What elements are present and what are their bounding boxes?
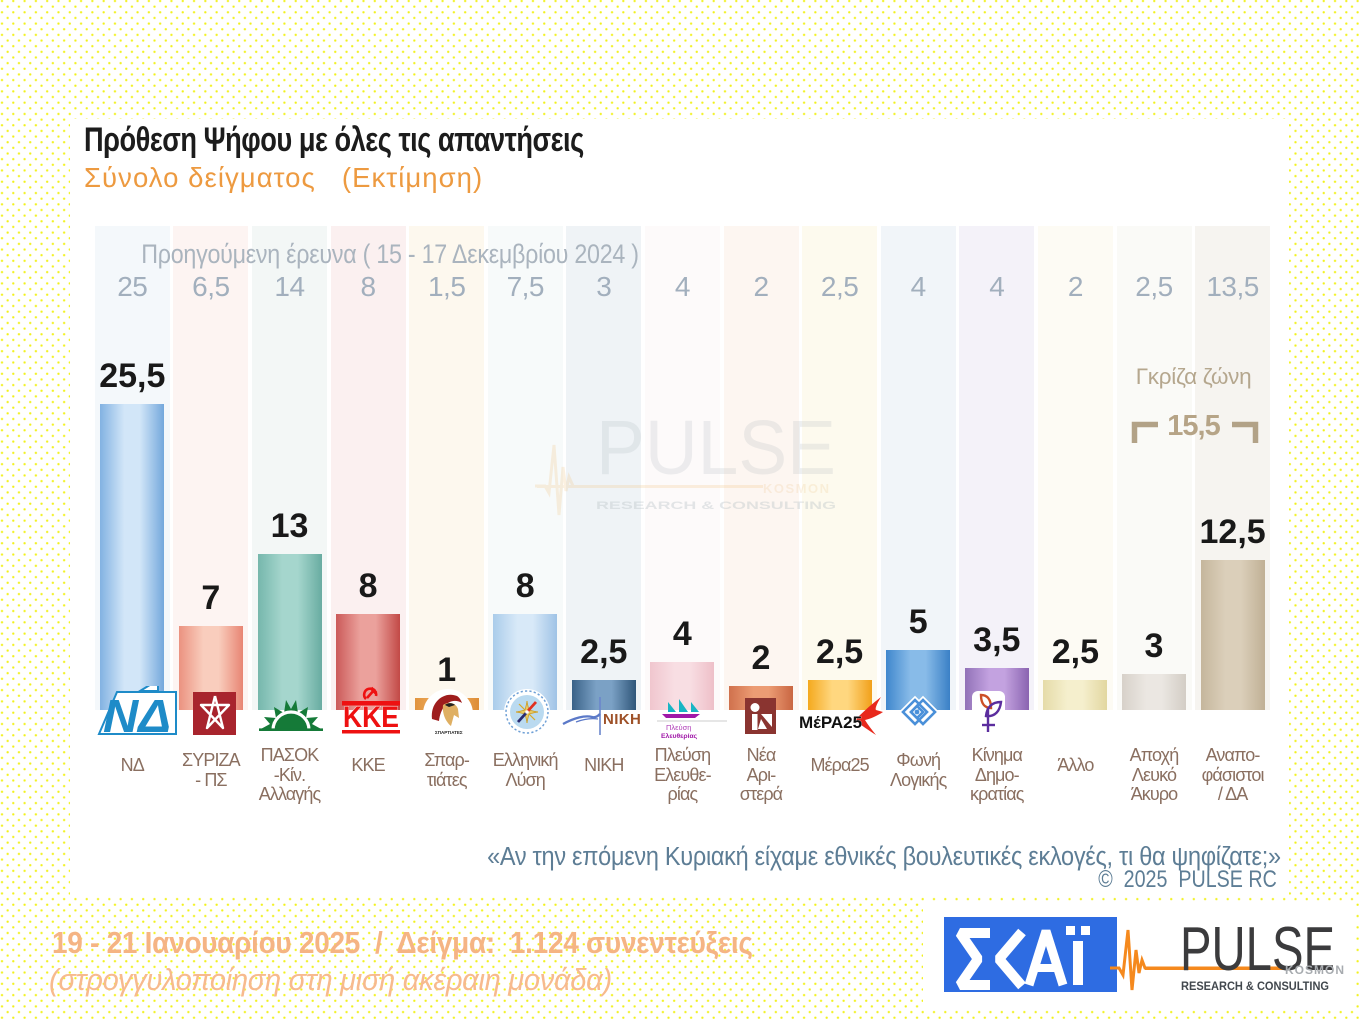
svg-text:ΣΠΑΡΤΙΑΤΕΣ: ΣΠΑΡΤΙΑΤΕΣ: [435, 730, 463, 735]
svg-text:ΝΔ: ΝΔ: [103, 690, 171, 738]
svg-text:Πλεύση: Πλεύση: [666, 723, 691, 732]
svg-text:ΚΚΕ: ΚΚΕ: [343, 701, 399, 734]
svg-text:KOSMON: KOSMON: [763, 481, 831, 496]
svg-text:ΜέΡΑ25: ΜέΡΑ25: [799, 713, 862, 732]
svg-text:RESEARCH & CONSULTING: RESEARCH & CONSULTING: [1181, 981, 1329, 993]
svg-text:PULSE: PULSE: [596, 405, 836, 491]
svg-text:ΝΙΚΗ: ΝΙΚΗ: [603, 711, 641, 728]
svg-text:Ελευθερίας: Ελευθερίας: [661, 732, 698, 740]
svg-text:KOSMON: KOSMON: [1285, 963, 1345, 977]
svg-text:PULSE: PULSE: [1180, 915, 1335, 984]
svg-text:RESEARCH & CONSULTING: RESEARCH & CONSULTING: [596, 500, 836, 512]
